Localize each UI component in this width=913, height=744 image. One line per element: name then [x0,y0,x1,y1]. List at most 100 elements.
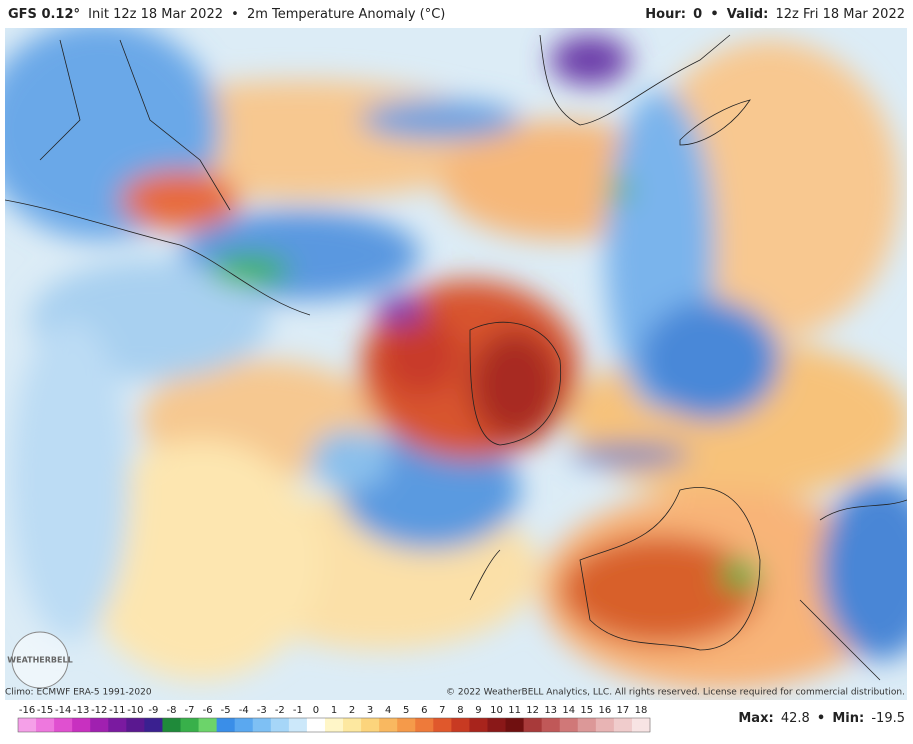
colorbar-tick-label: 2 [349,705,355,716]
colorbar-tick-label: 18 [635,705,648,716]
colorbar-cell [415,718,434,732]
anomaly-blob [570,445,690,465]
colorbar-cell [252,718,272,732]
colorbar-cell [144,718,163,732]
colorbar-tick-label: 3 [367,705,373,716]
valid: 12z Fri 18 Mar 2022 [775,7,905,22]
header-right: Hour: 0 • Valid: 12z Fri 18 Mar 2022 [645,7,905,22]
colorbar-cell [324,718,344,732]
watermark-text: WEATHERBELL [7,656,72,665]
watermark: WEATHERBELL [7,631,73,689]
anomaly-blob [80,440,320,680]
anomaly-field [5,28,907,690]
colorbar-tick-label: 12 [526,705,539,716]
colorbar-tick-label: -3 [257,705,267,716]
colorbar-cell [559,718,579,732]
hour: 0 [693,7,702,22]
colorbar-cell [36,718,55,732]
colorbar-tick-label: -8 [166,705,176,716]
colorbar-tick-label: -4 [239,705,249,716]
colorbar-cell [577,718,597,732]
colorbar-tick-label: 10 [490,705,503,716]
colorbar-tick-label: 1 [331,705,337,716]
colorbar-tick-label: -13 [73,705,89,716]
colorbar-cell [361,718,380,732]
colorbar-cell [487,718,507,732]
anomaly-blob [210,255,290,285]
colorbar-frame [17,717,651,733]
colorbar-tick-label: 9 [475,705,481,716]
colorbar-cell [270,718,290,732]
anomaly-blob [310,430,390,490]
colorbar-cell [433,718,452,732]
colorbar-tick-label: 15 [580,705,593,716]
field: 2m Temperature Anomaly (°C) [247,7,445,22]
colorbar-cell [595,718,615,732]
colorbar-tick-label: 8 [457,705,463,716]
colorbar-cell [198,718,218,732]
anomaly-blob [10,320,130,640]
stats: Max: 42.8 • Min: -19.5 [738,711,905,726]
colorbar-tick-label: -1 [293,705,303,716]
valid-label: Valid: [727,7,769,22]
separator: • [817,711,825,726]
anomaly-blob [360,100,520,140]
separator: • [231,7,239,22]
colorbar-tick-label: -9 [148,705,158,716]
colorbar-cell [469,718,488,732]
model: GFS 0.12° [8,7,80,22]
map: WEATHERBELL [5,28,907,700]
colorbar-tick-label: -15 [37,705,53,716]
coastlines [5,34,907,681]
colorbar-tick-label: 13 [544,705,557,716]
colorbar-tick-label: 0 [313,705,319,716]
max-label: Max: [738,711,773,726]
anomaly-blob [380,315,460,395]
colorbar-cell [180,718,200,732]
colorbar-tick-label: -6 [203,705,213,716]
colorbar-cell [54,718,73,732]
colorbar-tick-label: -14 [55,705,71,716]
colorbar-tick-label: 16 [598,705,611,716]
colorbar-cell [288,718,308,732]
min: -19.5 [871,711,905,726]
colorbar-cell [108,718,127,732]
colorbar-tick-label: -12 [91,705,107,716]
colorbar-tick-label: -11 [109,705,125,716]
colorbar-cell [18,718,37,732]
colorbar-tick-label: 17 [617,705,630,716]
colorbar-cell [126,718,145,732]
anomaly-blob [375,295,425,325]
colorbar-cell [216,718,236,732]
colorbar-cell [541,718,561,732]
anomaly-blob [820,480,907,660]
colorbar-cell [523,718,543,732]
colorbar-tick-label: -16 [19,705,35,716]
anomaly-blob [610,178,630,202]
colorbar-tick-label: 14 [562,705,575,716]
anomaly-blob [470,330,560,440]
colorbar-cell [72,718,91,732]
colorbar-cell [234,718,254,732]
colorbar-cell [162,718,182,732]
colorbar: -16 -15 -14 -13 -12 -11 -10 -9 -8 -7 -6 -5 -4 -3 -2 -1 0… [17,705,651,733]
colorbar-tick-label: 6 [421,705,427,716]
init: Init 12z 18 Mar 2022 [88,7,223,22]
separator: • [710,7,718,22]
colorbar-tick-label: 11 [508,705,521,716]
colorbar-tick-label: 7 [439,705,445,716]
colorbar-cell [451,718,470,732]
header-left: GFS 0.12° Init 12z 18 Mar 2022 • 2m Temp… [8,7,445,22]
max: 42.8 [781,711,810,726]
copyright: © 2022 WeatherBELL Analytics, LLC. All r… [446,688,905,698]
colorbar-tick-label: 4 [385,705,391,716]
colorbar-tick-label: -10 [127,705,143,716]
colorbar-cell [613,718,633,732]
colorbar-tick-label: -2 [275,705,285,716]
colorbar-tick-label: -7 [185,705,195,716]
anomaly-blob [720,560,760,590]
colorbar-tick-label: 5 [403,705,409,716]
colorbar-tick-label: -5 [221,705,231,716]
min-label: Min: [832,711,864,726]
